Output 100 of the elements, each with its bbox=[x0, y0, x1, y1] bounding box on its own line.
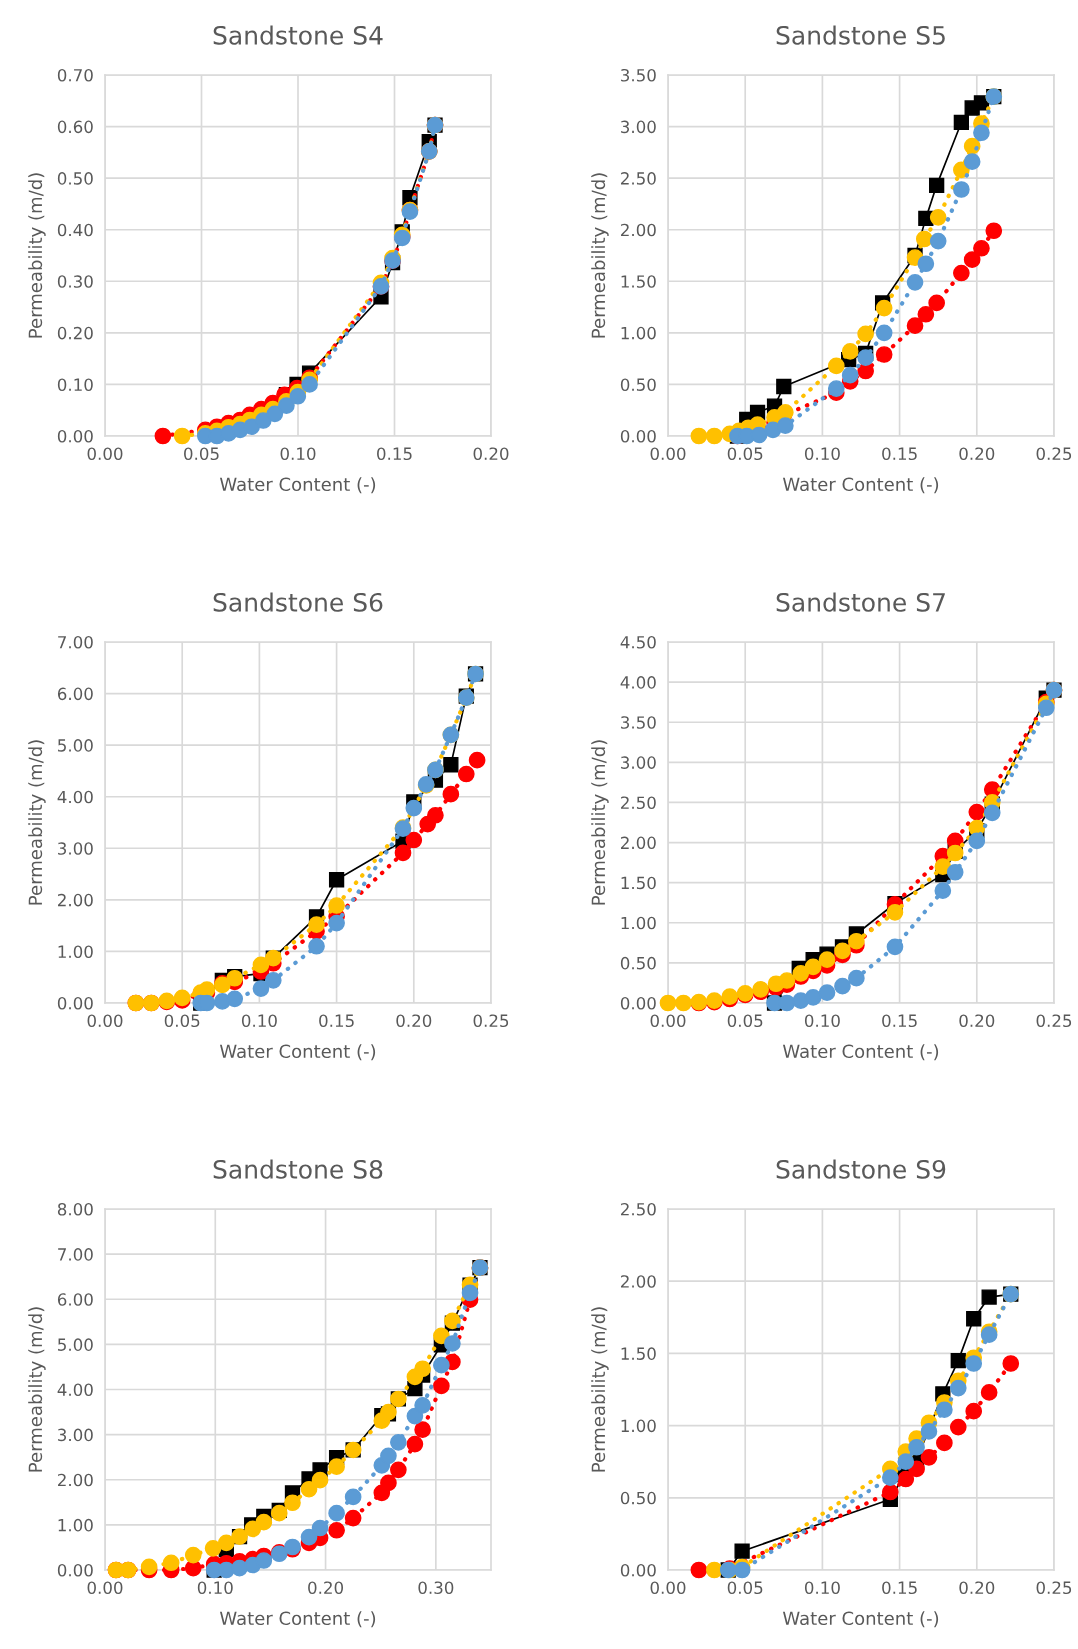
x-tick-label: 0.10 bbox=[241, 1014, 277, 1028]
y-axis-title: Permeability (m/d) bbox=[591, 1307, 609, 1472]
x-tick-label: 0.15 bbox=[319, 1014, 354, 1028]
x-axis-title: Water Content (-) bbox=[782, 1611, 939, 1628]
y-tick-label: 6.00 bbox=[57, 687, 93, 701]
x-tick-label: 0.15 bbox=[882, 447, 917, 461]
y-tick-label: 0.00 bbox=[57, 429, 93, 443]
chart-title: Sandstone S9 bbox=[776, 1159, 946, 1179]
y-tick-label: 1.00 bbox=[621, 916, 656, 930]
chart-title: Sandstone S4 bbox=[213, 25, 383, 45]
x-tick-label: 0.15 bbox=[377, 447, 412, 461]
y-tick-label: 0.00 bbox=[620, 1563, 656, 1577]
x-tick-label: 0.25 bbox=[1036, 1581, 1072, 1595]
y-tick-label: 2.00 bbox=[621, 836, 656, 850]
x-tick-label: 0.05 bbox=[727, 447, 763, 461]
y-tick-label: 4.00 bbox=[57, 1383, 93, 1397]
y-tick-label: 5.00 bbox=[58, 739, 93, 752]
y-axis-title: Permeability (m/d) bbox=[591, 173, 609, 338]
x-tick-label: 0.10 bbox=[804, 1581, 840, 1595]
y-tick-label: 0.50 bbox=[620, 1491, 656, 1505]
y-tick-label: 0.70 bbox=[57, 68, 93, 82]
y-tick-label: 3.00 bbox=[58, 842, 93, 855]
y-tick-label: 0.50 bbox=[620, 956, 656, 970]
x-tick-label: 0.20 bbox=[308, 1581, 344, 1595]
y-tick-label: 2.50 bbox=[621, 172, 656, 185]
x-tick-label: 0.15 bbox=[882, 1581, 917, 1595]
y-tick-label: 1.50 bbox=[621, 876, 656, 890]
chart-title: Sandstone S7 bbox=[776, 592, 945, 612]
y-tick-label: 2.00 bbox=[621, 1275, 656, 1288]
x-axis-title: Water Content (-) bbox=[782, 1044, 939, 1061]
y-tick-label: 0.10 bbox=[57, 378, 93, 391]
y-tick-label: 0.40 bbox=[57, 223, 93, 237]
y-tick-label: 4.00 bbox=[620, 676, 656, 689]
y-tick-label: 1.00 bbox=[58, 945, 93, 958]
x-tick-label: 0.20 bbox=[396, 1014, 432, 1028]
y-tick-label: 3.00 bbox=[621, 756, 656, 769]
x-tick-label: 0.00 bbox=[87, 1014, 123, 1028]
y-tick-label: 0.50 bbox=[620, 378, 656, 391]
y-tick-label: 1.50 bbox=[621, 1347, 656, 1360]
x-tick-label: 0.00 bbox=[650, 1581, 686, 1595]
y-tick-label: 0.00 bbox=[620, 429, 656, 443]
y-tick-label: 0.00 bbox=[57, 1563, 93, 1577]
x-tick-label: 0.00 bbox=[650, 447, 686, 461]
y-tick-label: 1.00 bbox=[58, 1518, 93, 1532]
x-axis-title: Water Content (-) bbox=[219, 1611, 376, 1628]
y-tick-label: 2.00 bbox=[58, 893, 93, 907]
x-axis-title: Water Content (-) bbox=[219, 1044, 376, 1061]
y-tick-label: 3.50 bbox=[621, 716, 656, 729]
y-tick-label: 0.30 bbox=[57, 275, 93, 288]
y-axis-title: Permeability (m/d) bbox=[28, 173, 46, 338]
y-tick-label: 3.00 bbox=[58, 1428, 93, 1442]
y-axis-title: Permeability (m/d) bbox=[591, 740, 609, 905]
y-tick-label: 0.50 bbox=[57, 172, 93, 185]
y-tick-label: 0.20 bbox=[57, 326, 93, 340]
x-tick-label: 0.10 bbox=[280, 447, 316, 461]
x-tick-label: 0.05 bbox=[184, 447, 219, 461]
y-tick-label: 6.00 bbox=[57, 1293, 93, 1306]
y-tick-label: 2.50 bbox=[621, 796, 656, 810]
x-tick-label: 0.20 bbox=[959, 447, 995, 461]
y-tick-label: 4.00 bbox=[57, 790, 93, 804]
y-tick-label: 1.00 bbox=[621, 326, 656, 340]
x-tick-label: 0.00 bbox=[87, 447, 123, 461]
y-axis-title: Permeability (m/d) bbox=[28, 1307, 46, 1472]
x-tick-label: 0.10 bbox=[197, 1581, 233, 1595]
chart-title: Sandstone S6 bbox=[213, 592, 383, 612]
y-tick-label: 1.00 bbox=[621, 1419, 656, 1433]
y-tick-label: 0.60 bbox=[57, 120, 93, 134]
x-axis-title: Water Content (-) bbox=[782, 477, 939, 494]
x-tick-label: 0.25 bbox=[1036, 447, 1072, 461]
y-tick-label: 1.50 bbox=[621, 275, 656, 288]
x-tick-label: 0.20 bbox=[473, 447, 509, 461]
y-tick-label: 0.00 bbox=[57, 996, 93, 1010]
x-tick-label: 0.00 bbox=[87, 1581, 123, 1595]
x-tick-label: 0.20 bbox=[959, 1581, 995, 1595]
y-tick-label: 0.00 bbox=[620, 996, 656, 1010]
y-tick-label: 8.00 bbox=[57, 1202, 93, 1216]
y-tick-label: 7.00 bbox=[58, 635, 93, 649]
x-tick-label: 0.25 bbox=[473, 1014, 509, 1028]
y-tick-label: 2.50 bbox=[621, 1202, 656, 1216]
x-tick-label: 0.25 bbox=[1036, 1014, 1072, 1028]
x-tick-label: 0.10 bbox=[804, 1014, 840, 1028]
x-tick-label: 0.30 bbox=[418, 1581, 454, 1595]
y-tick-label: 5.00 bbox=[58, 1338, 93, 1351]
chart-title: Sandstone S8 bbox=[213, 1159, 383, 1179]
x-tick-label: 0.05 bbox=[727, 1014, 763, 1028]
y-tick-label: 2.00 bbox=[621, 223, 656, 237]
y-tick-label: 3.50 bbox=[621, 68, 656, 82]
y-tick-label: 4.50 bbox=[620, 635, 656, 649]
chart-title: Sandstone S5 bbox=[776, 25, 945, 45]
y-tick-label: 3.00 bbox=[621, 120, 656, 134]
x-tick-label: 0.15 bbox=[882, 1014, 917, 1028]
y-tick-label: 2.00 bbox=[58, 1473, 93, 1487]
y-axis-title: Permeability (m/d) bbox=[28, 740, 46, 905]
x-tick-label: 0.20 bbox=[959, 1014, 995, 1028]
y-tick-label: 7.00 bbox=[58, 1248, 93, 1261]
x-tick-label: 0.05 bbox=[164, 1014, 200, 1028]
x-tick-label: 0.00 bbox=[650, 1014, 686, 1028]
x-tick-label: 0.10 bbox=[804, 447, 840, 461]
x-axis-title: Water Content (-) bbox=[219, 477, 376, 494]
x-tick-label: 0.05 bbox=[727, 1581, 763, 1595]
